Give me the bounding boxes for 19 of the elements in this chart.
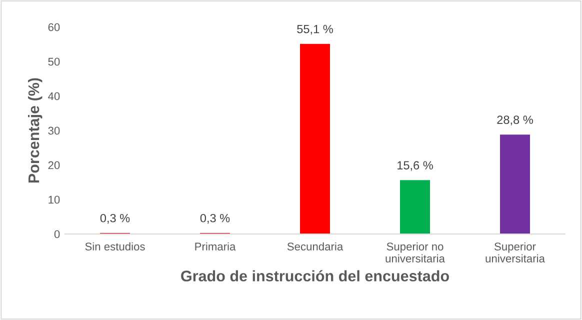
data-label: 28,8 % bbox=[497, 116, 533, 126]
x-tick-label: Secundaria bbox=[287, 242, 344, 250]
data-label: 15,6 % bbox=[398, 161, 433, 171]
y-tick-label: 10 bbox=[48, 196, 60, 204]
y-tick-label: 0 bbox=[54, 230, 60, 238]
y-tick-label: 60 bbox=[48, 23, 60, 32]
y-tick-label: 30 bbox=[48, 126, 60, 135]
x-tick-label: Superior no universitaria bbox=[386, 242, 445, 262]
x-axis-title: Grado de instrucción del encuestado bbox=[181, 270, 449, 282]
data-label: 0,3 % bbox=[100, 214, 130, 224]
data-label: 0,3 % bbox=[200, 214, 230, 224]
data-label: 55,1 % bbox=[297, 24, 333, 35]
x-tick-label: Superior universitaria bbox=[486, 242, 545, 262]
x-tick-label: Primaria bbox=[195, 242, 236, 250]
y-tick-label: 20 bbox=[48, 161, 60, 170]
y-axis-title: Porcentaje (%) bbox=[28, 78, 42, 183]
y-tick-label: 40 bbox=[48, 92, 60, 100]
y-tick-label: 50 bbox=[48, 58, 60, 66]
x-tick-label: Sin estudios bbox=[85, 242, 145, 250]
